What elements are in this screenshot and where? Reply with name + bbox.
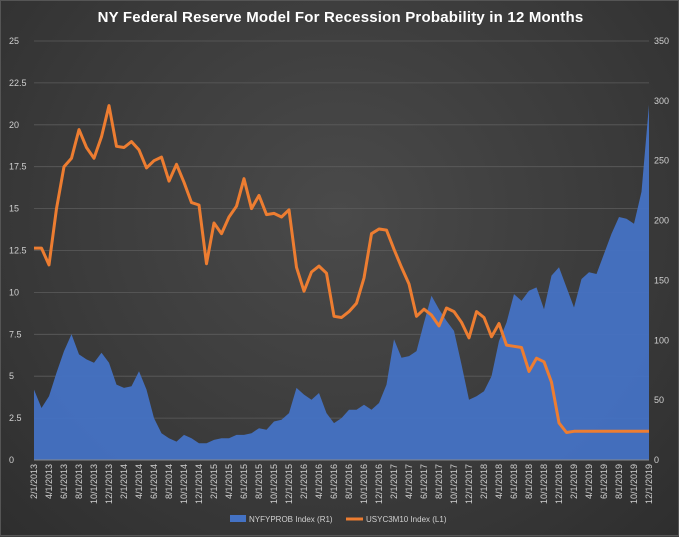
left-axis-tick-label: 20 bbox=[9, 120, 19, 130]
x-axis-tick-label: 4/1/2015 bbox=[224, 464, 234, 499]
right-axis-tick-label: 300 bbox=[654, 96, 669, 106]
x-axis-tick-label: 6/1/2016 bbox=[329, 464, 339, 499]
x-axis-tick-label: 10/1/2014 bbox=[179, 464, 189, 504]
x-axis-tick-label: 2/1/2014 bbox=[119, 464, 129, 499]
x-axis-tick-label: 4/1/2019 bbox=[584, 464, 594, 499]
x-axis-tick-label: 10/1/2015 bbox=[269, 464, 279, 504]
legend-label-usyc3m10: USYC3M10 Index (L1) bbox=[366, 515, 447, 524]
line-series-usyc3m10 bbox=[34, 104, 649, 434]
right-axis-tick-label: 200 bbox=[654, 216, 669, 226]
x-axis-tick-label: 4/1/2014 bbox=[134, 464, 144, 499]
x-axis-tick-label: 6/1/2019 bbox=[599, 464, 609, 499]
x-axis-tick-label: 6/1/2015 bbox=[239, 464, 249, 499]
x-axis-tick-label: 2/1/2017 bbox=[389, 464, 399, 499]
left-axis-tick-label: 22.5 bbox=[9, 78, 27, 88]
x-axis-tick-label: 10/1/2017 bbox=[449, 464, 459, 504]
left-axis-tick-label: 5 bbox=[9, 371, 14, 381]
x-axis-tick-label: 10/1/2016 bbox=[359, 464, 369, 504]
left-axis-tick-label: 0 bbox=[9, 455, 14, 465]
x-axis-tick-label: 2/1/2015 bbox=[209, 464, 219, 499]
legend-swatch-nyfyprob bbox=[230, 515, 246, 522]
x-axis-tick-label: 4/1/2017 bbox=[404, 464, 414, 499]
x-axis-tick-label: 12/1/2016 bbox=[374, 464, 384, 504]
right-axis-tick-label: 100 bbox=[654, 335, 669, 345]
x-axis-tick-label: 12/1/2013 bbox=[104, 464, 114, 504]
x-axis-tick-label: 2/1/2013 bbox=[29, 464, 39, 499]
x-axis-tick-label: 8/1/2015 bbox=[254, 464, 264, 499]
x-axis-tick-label: 4/1/2013 bbox=[44, 464, 54, 499]
x-axis-tick-label: 8/1/2017 bbox=[434, 464, 444, 499]
x-axis-tick-label: 12/1/2015 bbox=[284, 464, 294, 504]
x-axis-tick-label: 10/1/2013 bbox=[89, 464, 99, 504]
x-axis-tick-label: 2/1/2016 bbox=[299, 464, 309, 499]
x-axis-tick-label: 8/1/2018 bbox=[524, 464, 534, 499]
x-axis-tick-label: 10/1/2018 bbox=[539, 464, 549, 504]
left-axis-tick-label: 10 bbox=[9, 287, 19, 297]
left-axis-tick-label: 2.5 bbox=[9, 413, 22, 423]
x-axis-tick-label: 12/1/2014 bbox=[194, 464, 204, 504]
x-axis-tick-label: 12/1/2019 bbox=[644, 464, 654, 504]
area-series-nyfyprob bbox=[34, 104, 649, 460]
x-axis-tick-label: 6/1/2017 bbox=[419, 464, 429, 499]
x-axis-tick-label: 2/1/2019 bbox=[569, 464, 579, 499]
x-axis-tick-label: 6/1/2013 bbox=[59, 464, 69, 499]
x-axis-tick-label: 8/1/2016 bbox=[344, 464, 354, 499]
x-axis-tick-label: 8/1/2013 bbox=[74, 464, 84, 499]
x-axis-tick-label: 6/1/2014 bbox=[149, 464, 159, 499]
x-axis-tick-label: 12/1/2017 bbox=[464, 464, 474, 504]
x-axis-tick-label: 2/1/2018 bbox=[479, 464, 489, 499]
x-axis-tick-label: 10/1/2019 bbox=[629, 464, 639, 504]
left-axis-tick-label: 17.5 bbox=[9, 162, 27, 172]
legend-label-nyfyprob: NYFYPROB Index (R1) bbox=[249, 515, 333, 524]
right-axis-tick-label: 150 bbox=[654, 275, 669, 285]
x-axis-tick-label: 8/1/2014 bbox=[164, 464, 174, 499]
left-axis-tick-label: 12.5 bbox=[9, 246, 27, 256]
left-axis-tick-label: 7.5 bbox=[9, 329, 22, 339]
x-axis-tick-label: 4/1/2018 bbox=[494, 464, 504, 499]
left-axis-tick-label: 25 bbox=[9, 36, 19, 46]
x-axis-tick-label: 8/1/2019 bbox=[614, 464, 624, 499]
left-axis-tick-label: 15 bbox=[9, 204, 19, 214]
right-axis-tick-label: 250 bbox=[654, 156, 669, 166]
right-axis-tick-label: 50 bbox=[654, 395, 664, 405]
x-axis-tick-label: 12/1/2018 bbox=[554, 464, 564, 504]
right-axis-tick-label: 350 bbox=[654, 36, 669, 46]
x-axis-tick-label: 4/1/2016 bbox=[314, 464, 324, 499]
chart-title: NY Federal Reserve Model For Recession P… bbox=[97, 9, 584, 26]
right-axis-tick-label: 0 bbox=[654, 455, 659, 465]
x-axis-tick-label: 6/1/2018 bbox=[509, 464, 519, 499]
